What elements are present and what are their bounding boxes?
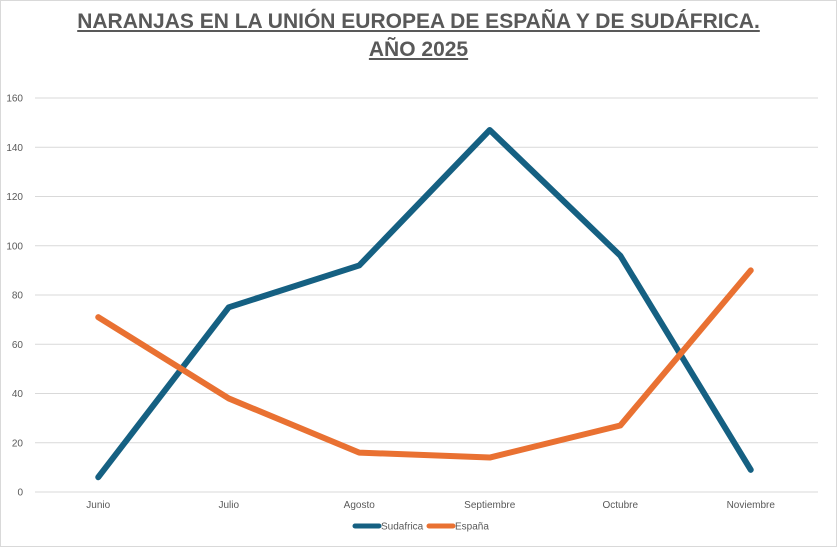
x-tick-label: Agosto	[344, 500, 376, 511]
series-lines	[95, 127, 754, 481]
x-tick-label: Julio	[218, 500, 239, 511]
series-line-sudafrica	[95, 127, 754, 481]
y-axis-ticks: 0 20 40 60 80 100 120 140 160	[6, 94, 23, 499]
series-line-españa	[95, 267, 754, 461]
y-tick-label: 100	[6, 241, 23, 252]
x-tick-label: Noviembre	[727, 500, 776, 511]
y-tick-label: 20	[12, 438, 24, 449]
y-tick-label: 80	[12, 291, 24, 302]
y-tick-label: 40	[12, 389, 24, 400]
x-axis-ticks: Junio Julio Agosto Septiembre Octubre Noviemb…	[86, 500, 775, 511]
x-tick-label: Junio	[86, 500, 110, 511]
x-tick-label: Septiembre	[464, 500, 516, 511]
y-tick-label: 120	[6, 192, 23, 203]
gridlines	[35, 97, 818, 493]
y-tick-label: 160	[6, 94, 23, 105]
legend-label: España	[455, 522, 489, 533]
x-tick-label: Octubre	[602, 500, 638, 511]
y-tick-label: 0	[17, 488, 23, 499]
chart-title-line1: NARANJAS EN LA UNIÓN EUROPEA DE ESPAÑA Y…	[77, 10, 760, 33]
legend: Sudafrica España	[352, 522, 489, 533]
chart-subtitle: AÑO 2025	[368, 38, 469, 61]
chart-title: NARANJAS EN LA UNIÓN EUROPEA DE ESPAÑA Y…	[0, 8, 837, 64]
y-tick-label: 140	[6, 143, 23, 154]
legend-label: Sudafrica	[381, 522, 424, 533]
y-tick-label: 60	[12, 340, 24, 351]
